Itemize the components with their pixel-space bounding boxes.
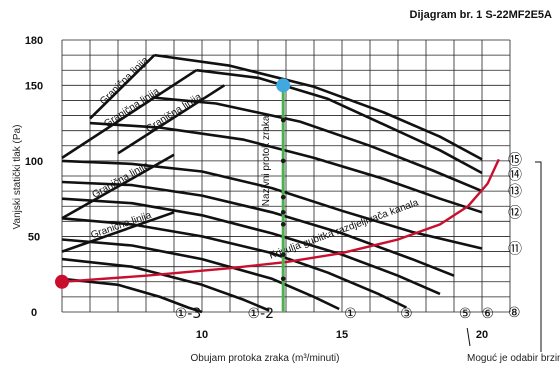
x-tick-label: 20 [476, 329, 488, 341]
boundary-line [61, 69, 198, 159]
right-speed-label: ⑬ [508, 184, 522, 200]
fan-curve [196, 68, 483, 175]
right-speed-label: ⑪ [508, 242, 522, 258]
key-points [55, 78, 291, 289]
annotations [466, 161, 542, 352]
fan-curve [61, 217, 407, 309]
y-tick-label: 100 [25, 156, 43, 168]
fan-curve [61, 197, 441, 296]
boundary-line [61, 153, 175, 220]
rated-marker [280, 117, 286, 123]
fan-curve [61, 159, 483, 250]
fan-speed-note: Moguć je odabir brzine ventilatora [467, 353, 560, 364]
chart-title: Dijagram br. 1 S-22MF2E5A [410, 9, 552, 21]
fan-curve [61, 277, 203, 314]
bottom-speed-label: ①-2 [248, 306, 275, 322]
right-speed-label: ⑧ [508, 305, 521, 321]
key-point [55, 274, 69, 289]
y-tick-label: 180 [25, 35, 43, 47]
axis-ticks: 0 50 100 150 180 10 15 20 [25, 35, 488, 341]
right-speed-label: ⑫ [508, 205, 522, 221]
leader-line [466, 327, 471, 347]
x-tick-label: 15 [336, 329, 348, 341]
rated-marker [280, 252, 286, 257]
y-tick-label: 0 [31, 307, 37, 319]
bracket-line [535, 161, 542, 352]
x-tick-label: 10 [196, 329, 208, 341]
boundary-line [61, 211, 175, 253]
x-axis-label: Obujam protoka zraka (m³/minuti) [191, 353, 340, 364]
fan-curve [154, 53, 483, 161]
y-tick-label: 150 [25, 80, 43, 92]
right-speed-label: ⑮ [508, 152, 522, 168]
y-axis-label: Vanjski statički tlak (Pa) [12, 125, 23, 230]
fan-curve [61, 180, 455, 277]
fan-curves [61, 53, 483, 314]
boundary-line-label: Granična linija [90, 160, 151, 201]
rated-marker [280, 209, 286, 215]
bottom-speed-label: ① [344, 306, 357, 322]
rated-marker [280, 222, 286, 227]
key-point [276, 78, 291, 93]
right-speed-label: ⑭ [508, 167, 522, 183]
bottom-speed-label: ⑤ [459, 306, 472, 322]
bottom-speed-label: ③ [400, 306, 413, 322]
bottom-speed-label: ①-3 [175, 306, 202, 322]
fan-curve [61, 238, 340, 311]
rated-markers [280, 83, 286, 282]
bottom-speed-label: ⑥ [481, 306, 494, 322]
rated-marker [280, 158, 286, 164]
boundary-line [89, 54, 156, 120]
y-tick-label: 50 [28, 231, 40, 243]
rated-marker [280, 276, 286, 282]
duct-loss-line [61, 158, 500, 283]
rated-marker [280, 194, 286, 200]
boundary-line [117, 84, 226, 155]
rated-flow-label: Nazivni protok zraka [261, 115, 272, 206]
fan-curve [61, 257, 270, 312]
fan-curve [151, 96, 483, 193]
